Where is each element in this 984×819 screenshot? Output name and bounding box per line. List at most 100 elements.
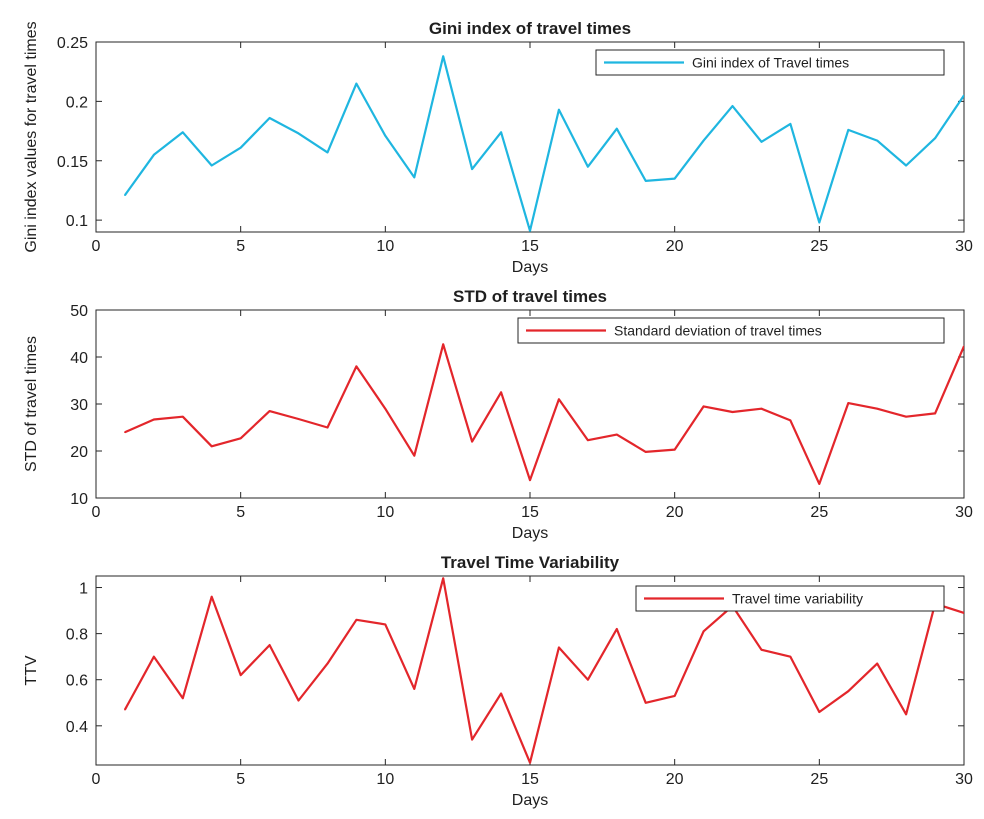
x-axis-label: Days [512,792,548,809]
data-point [760,407,763,410]
data-point [876,139,878,142]
y-tick-label: 0.2 [66,94,88,111]
data-point [963,612,964,614]
data-point [673,695,676,697]
subplot-2: STD of travel times 0 5 10 15 20 25 30 10 20 30 40 5… [23,287,973,542]
data-point [818,711,821,713]
data-point [153,418,155,421]
data-point [384,407,387,410]
y-tick-label: 40 [70,350,88,367]
series-line [124,55,964,232]
legend: Gini index of Travel times [595,49,945,76]
legend-label: Travel time variability [732,591,863,607]
data-point [442,343,445,346]
data-point [326,151,329,154]
y-tick-label: 0.25 [57,35,88,52]
data-point [673,177,676,180]
data-point [587,439,589,441]
data-point [702,630,705,633]
data-point [239,674,242,676]
data-point [644,701,647,704]
data-point [297,418,300,420]
data-point [500,131,502,134]
data-point [847,402,850,404]
x-tick-label: 25 [810,504,828,521]
data-point [963,345,964,347]
data-point [818,483,821,485]
x-tick-label: 30 [955,238,973,255]
data-point [789,123,792,125]
data-point [760,648,763,651]
data-point [587,678,589,681]
data-point [268,117,271,119]
data-point [413,454,416,457]
data-point [355,82,358,85]
data-point [731,411,734,413]
data-point [702,139,705,142]
data-point [182,415,184,418]
data-point [442,55,445,58]
data-point [153,655,155,658]
y-tick-label: 50 [70,303,88,320]
y-tick-label: 1 [79,581,88,598]
x-tick-label: 5 [236,771,245,788]
x-tick-label: 10 [376,771,394,788]
data-point [934,137,936,139]
data-point [384,135,387,137]
x-tick-label: 15 [521,771,539,788]
data-point [500,692,502,695]
data-point [210,445,213,448]
data-point [153,154,155,156]
data-point [326,662,329,665]
data-point [847,129,850,131]
data-point [905,164,907,167]
data-point [210,164,213,167]
data-point [297,699,300,702]
series-line [123,577,964,764]
y-tick-label: 30 [70,397,88,414]
data-point [239,146,242,149]
x-tick-label: 30 [955,504,973,521]
data-point [124,708,126,711]
legend: Standard deviation of travel times [517,317,945,344]
data-point [616,628,618,630]
data-point [673,448,676,451]
x-tick-label: 0 [92,504,101,521]
data-point [529,761,531,764]
data-point [702,405,705,408]
x-tick-label: 15 [521,504,539,521]
x-tick-label: 0 [92,238,101,255]
data-point [644,180,647,182]
data-point [587,165,589,168]
y-tick-label: 0.6 [66,673,88,690]
data-point [847,690,850,693]
data-point [355,365,358,368]
y-axis-label: STD of travel times [23,336,40,472]
data-point [616,433,618,436]
data-point [934,412,936,415]
y-tick-label: 10 [70,491,88,508]
y-tick-label: 0.15 [57,154,88,171]
data-point [500,391,502,394]
legend-label: Standard deviation of travel times [614,323,822,339]
data-point [760,140,763,143]
data-point [182,131,184,134]
y-tick-label: 0.4 [66,719,88,736]
x-tick-label: 25 [810,771,828,788]
data-point [124,194,126,196]
y-tick-label: 0.1 [66,213,88,230]
y-tick-label: 20 [70,444,88,461]
y-tick-label: 0.8 [66,627,88,644]
x-tick-label: 20 [666,504,684,521]
series-line [124,343,964,485]
data-point [905,713,907,716]
data-point [471,168,473,170]
subplot-1: Gini index of travel times 0 5 10 15 20 25 30 0.… [23,19,973,276]
x-tick-label: 10 [376,504,394,521]
y-axis-label: TTV [23,655,40,686]
data-point [210,595,213,598]
data-point [268,410,271,412]
data-point [789,655,792,658]
data-point [268,644,271,646]
